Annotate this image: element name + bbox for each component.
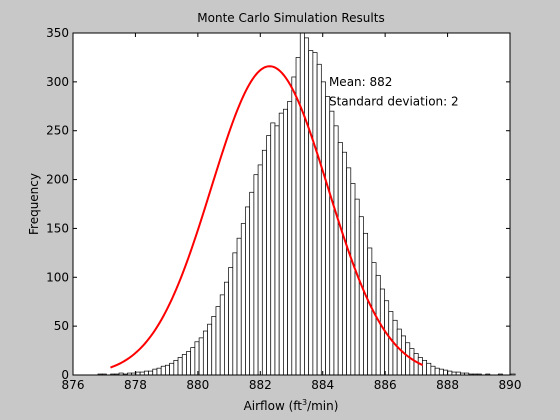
histogram-bar (358, 216, 364, 376)
histogram-bar (148, 370, 154, 376)
histogram-bar (143, 370, 149, 376)
histogram-bar (278, 112, 284, 376)
histogram-bar (320, 81, 326, 376)
histogram-bar (173, 359, 179, 376)
histogram-bar (401, 335, 406, 376)
histogram-bar (371, 262, 377, 376)
x-tick-label: 876 (62, 378, 85, 392)
histogram-bar (304, 37, 310, 376)
annotation-text: Standard deviation: 2 (329, 94, 459, 108)
histogram-bar (253, 174, 259, 376)
axis-ticks: 876 878 880 882 884 886 888 890 0 50 100 150 200 250 3… (46, 26, 521, 392)
histogram-bar (510, 373, 516, 376)
y-tick-label: 300 (46, 75, 69, 89)
histogram-bar (249, 191, 255, 376)
x-tick-label: 880 (186, 378, 209, 392)
histogram-bar (422, 359, 428, 376)
x-tick-label: 888 (436, 378, 459, 392)
histogram-bar (333, 125, 339, 376)
histogram-bar (388, 311, 394, 376)
histogram-bar (207, 323, 213, 376)
x-axis-label: Airflow (ft3/min) (244, 398, 339, 413)
histogram-bar (215, 306, 221, 376)
histogram-bar (434, 367, 440, 376)
y-tick-label: 200 (46, 173, 69, 187)
histogram-bar (240, 223, 246, 376)
histogram-bar (363, 232, 369, 376)
annotations: Mean: 882 Standard deviation: 2 (329, 75, 459, 109)
histogram-bar (198, 337, 204, 376)
y-tick-label: 150 (46, 221, 69, 235)
histogram-bar (152, 368, 158, 376)
histogram-bar (354, 198, 360, 376)
histogram-bar (392, 319, 398, 376)
histogram-bar (283, 108, 288, 376)
histogram-bar (438, 368, 444, 376)
histogram-bar (346, 167, 352, 376)
annotation-text: Mean: 882 (329, 75, 392, 89)
histogram-bar (177, 357, 183, 376)
histogram-bar (211, 316, 217, 376)
histogram-bar (426, 362, 432, 376)
histogram-bar (219, 294, 225, 376)
histogram-bar (165, 364, 170, 376)
histogram-bar (342, 151, 347, 376)
x-tick-label: 884 (311, 378, 334, 392)
histogram-bar (156, 367, 162, 376)
histogram-bar (396, 328, 402, 376)
histogram-bar (228, 267, 234, 376)
histogram-bar (236, 237, 242, 376)
y-tick-label: 0 (61, 368, 69, 382)
chart-title: Monte Carlo Simulation Results (197, 11, 384, 25)
histogram-bar (308, 50, 314, 376)
histogram-bar (257, 164, 263, 376)
x-tick-label: 878 (124, 378, 147, 392)
histogram-bar (169, 362, 175, 376)
y-tick-label: 50 (54, 319, 69, 333)
histogram-bar (312, 52, 318, 376)
histogram-bar (224, 281, 229, 376)
histogram-bar (261, 149, 267, 376)
normal-fit-curve (110, 65, 424, 369)
histogram-bar (181, 354, 187, 376)
x-tick-label: 890 (499, 378, 522, 392)
histogram-bar (417, 357, 423, 376)
histogram-bar (291, 76, 297, 376)
histogram-bar (232, 252, 238, 376)
histogram-bar (245, 206, 251, 376)
histogram-bar (447, 370, 453, 376)
plot-frame (72, 32, 511, 376)
y-tick-label: 100 (46, 270, 69, 284)
x-tick-label: 882 (249, 378, 272, 392)
y-tick-label: 350 (46, 26, 69, 40)
histogram-bar (350, 183, 356, 376)
histogram-bar (375, 274, 381, 376)
histogram-bar (337, 142, 343, 376)
histogram-bar (367, 247, 373, 376)
histogram-bar (160, 365, 166, 376)
histogram-bar (325, 96, 331, 376)
histogram-bar (379, 288, 385, 376)
histogram-bar (299, 32, 305, 376)
x-tick-label: 886 (374, 378, 397, 392)
histogram-bar (287, 101, 293, 376)
y-axis-label: Frequency (27, 173, 41, 235)
histogram-bar (405, 342, 411, 376)
y-tick-label: 250 (46, 124, 69, 138)
histogram-bar (384, 300, 390, 376)
histogram-bar (316, 63, 322, 376)
histogram-bar (274, 125, 280, 376)
histogram-bar (190, 347, 196, 376)
histogram-bar (413, 353, 419, 376)
histogram-bar (202, 330, 208, 376)
histogram-bar (329, 110, 335, 376)
histogram-bar (266, 135, 272, 376)
histogram-bar (409, 348, 415, 376)
histogram-bar (186, 351, 192, 376)
histogram-bar (194, 341, 200, 376)
histogram-bar (270, 122, 276, 376)
histogram-bar (430, 365, 436, 376)
